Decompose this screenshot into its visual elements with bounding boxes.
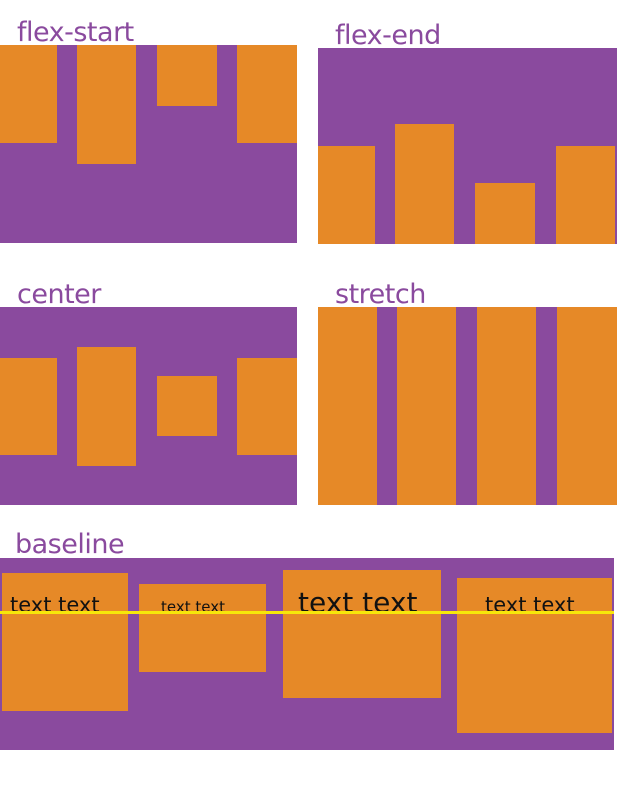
panel-label-stretch: stretch xyxy=(335,279,426,310)
flex-end-item-3 xyxy=(475,183,535,244)
panel-label-flex-end: flex-end xyxy=(335,20,441,51)
center-item-2 xyxy=(77,346,136,466)
flex-container-stretch xyxy=(318,307,617,505)
baseline-rule xyxy=(0,611,614,614)
stretch-item-3 xyxy=(477,307,536,505)
center-item-3 xyxy=(157,376,217,436)
flex-container-center xyxy=(0,307,297,505)
flex-start-item-2 xyxy=(77,45,136,164)
flex-container-flex-end xyxy=(318,48,617,244)
center-item-4 xyxy=(237,357,297,455)
baseline-item-text-4: text text xyxy=(485,593,575,617)
flex-start-item-3 xyxy=(157,45,217,106)
stretch-item-2 xyxy=(397,307,456,505)
baseline-item-2: text text xyxy=(139,584,266,672)
panel-label-baseline: baseline xyxy=(15,529,125,560)
flex-end-item-1 xyxy=(318,146,375,244)
flex-container-flex-start xyxy=(0,45,297,243)
flex-end-item-4 xyxy=(556,146,615,244)
flex-container-baseline: text text text text text text text text xyxy=(0,558,614,750)
center-item-1 xyxy=(0,357,57,455)
panel-label-center: center xyxy=(17,279,101,310)
baseline-item-text-2: text text xyxy=(161,598,225,616)
baseline-item-3: text text xyxy=(283,570,441,698)
stretch-item-4 xyxy=(557,307,617,505)
flex-end-item-2 xyxy=(395,124,454,244)
panel-label-flex-start: flex-start xyxy=(17,17,134,48)
stretch-item-1 xyxy=(318,307,377,505)
flex-start-item-4 xyxy=(237,45,297,143)
flex-start-item-1 xyxy=(0,45,57,143)
baseline-item-text-1: text text xyxy=(10,593,100,617)
baseline-item-1: text text xyxy=(2,573,128,711)
baseline-item-4: text text xyxy=(457,578,612,733)
